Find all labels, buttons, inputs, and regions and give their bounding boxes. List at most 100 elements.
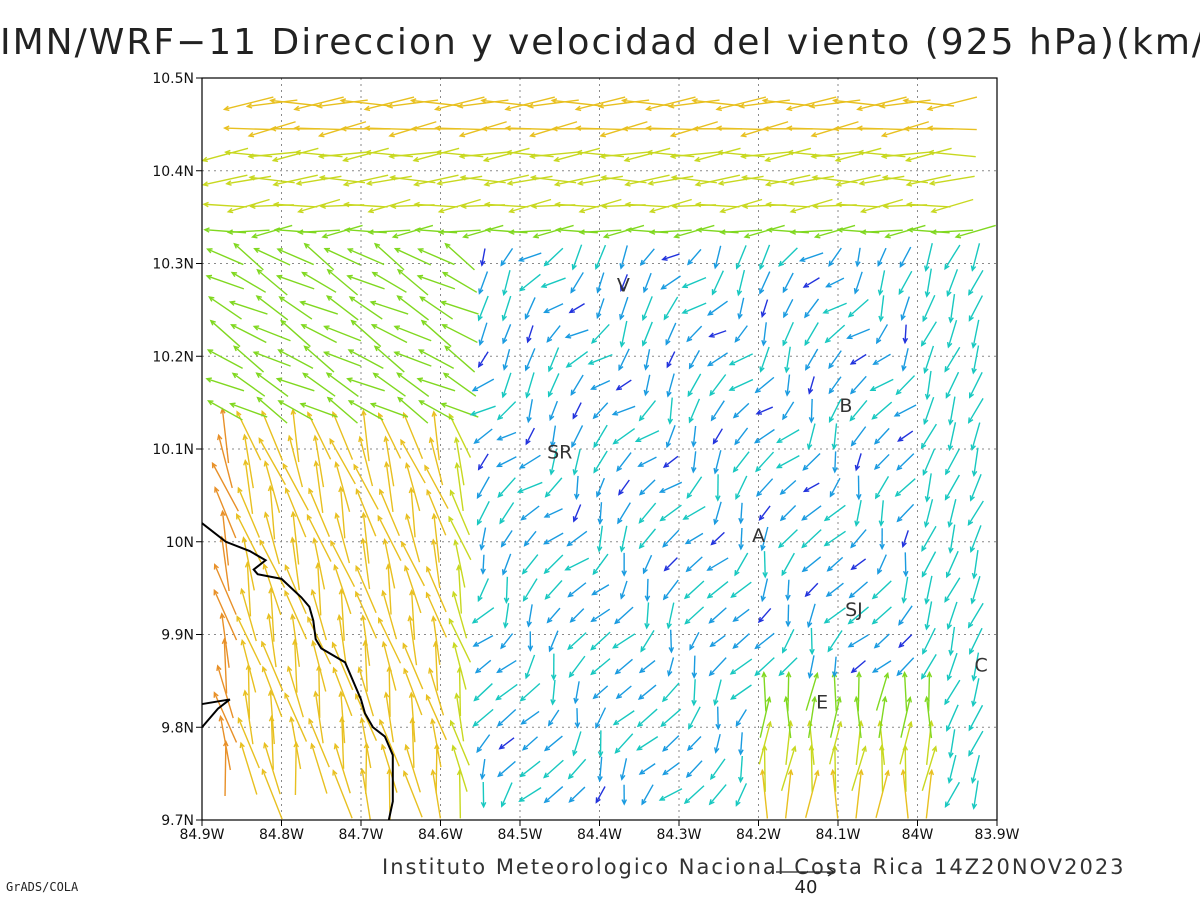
- wind-arrow-head: [877, 289, 884, 297]
- wind-arrow: [667, 397, 674, 425]
- wind-arrow-head: [638, 542, 645, 550]
- wind-arrow-shaft: [639, 528, 657, 549]
- wind-arrow-shaft: [900, 697, 911, 738]
- wind-arrow-shaft: [524, 530, 537, 547]
- wind-arrow: [683, 580, 705, 600]
- wind-arrow: [968, 371, 983, 399]
- wind-arrow-shaft: [476, 734, 491, 753]
- wind-arrow-shaft: [921, 321, 937, 346]
- wind-arrow: [252, 325, 291, 342]
- wind-arrow: [261, 665, 283, 718]
- wind-arrow: [524, 654, 536, 680]
- wind-arrow-head: [483, 181, 490, 187]
- wind-arrow: [761, 671, 767, 712]
- wind-arrow-head: [367, 229, 374, 235]
- wind-arrow-shaft: [674, 224, 715, 238]
- wind-arrow: [367, 229, 411, 235]
- wind-arrow-head: [389, 203, 397, 210]
- wind-arrow-shaft: [481, 248, 486, 266]
- wind-arrow-shaft: [968, 295, 984, 321]
- wind-arrow-head: [297, 207, 304, 214]
- wind-arrow-head: [782, 339, 788, 347]
- wind-arrow-shaft: [686, 556, 703, 572]
- wind-arrow-head: [546, 617, 553, 624]
- wind-arrow-shaft: [824, 607, 846, 624]
- wind-arrow-shaft: [715, 733, 721, 753]
- wind-arrow-head: [785, 671, 792, 678]
- wind-arrow-shaft: [782, 629, 795, 653]
- wind-arrow: [660, 708, 682, 728]
- wind-arrow-head: [247, 132, 255, 138]
- wind-arrow-head: [669, 153, 677, 160]
- wind-arrow-shaft: [787, 127, 837, 131]
- wind-arrow: [263, 511, 280, 565]
- wind-arrow-shaft: [836, 174, 881, 186]
- wind-arrow: [902, 552, 909, 578]
- wind-arrow: [756, 478, 774, 497]
- wind-arrow-shaft: [921, 551, 937, 577]
- wind-arrow-head: [967, 519, 974, 527]
- wind-arrow: [462, 224, 504, 239]
- wind-arrow-head: [641, 314, 648, 322]
- wind-arrow-head: [738, 776, 744, 784]
- wind-arrow-head: [416, 377, 424, 383]
- wind-arrow-shaft: [902, 576, 909, 603]
- wind-arrow: [378, 488, 400, 537]
- wind-arrow-shaft: [897, 430, 914, 442]
- wind-arrow-shaft: [335, 513, 351, 564]
- wind-arrow-shaft: [805, 348, 819, 370]
- wind-arrow-head: [924, 291, 931, 298]
- wind-arrow: [904, 147, 952, 163]
- wind-arrow-head: [431, 615, 437, 622]
- wind-arrow-shaft: [413, 147, 460, 162]
- wind-arrow-head: [691, 672, 698, 679]
- wind-arrow-head: [873, 463, 881, 470]
- wind-arrow-head: [764, 156, 771, 163]
- wind-arrow-head: [824, 337, 831, 344]
- wind-arrow-shaft: [570, 272, 584, 293]
- wind-arrow: [441, 271, 478, 293]
- wind-arrow-head: [924, 265, 930, 273]
- wind-arrow-shaft: [683, 505, 706, 520]
- wind-arrow-shaft: [420, 296, 454, 320]
- wind-arrow-head: [642, 567, 648, 575]
- wind-arrow-shaft: [228, 229, 270, 233]
- wind-arrow-head: [230, 271, 238, 278]
- wind-arrow: [425, 591, 448, 638]
- wind-arrow-head: [249, 203, 256, 210]
- wind-arrow-shaft: [855, 697, 862, 739]
- wind-arrow-shaft: [252, 224, 293, 238]
- wind-arrow-shaft: [502, 553, 512, 575]
- wind-arrow-shaft: [308, 488, 331, 537]
- wind-arrow-shaft: [782, 272, 794, 293]
- wind-arrow-shaft: [575, 475, 579, 499]
- wind-arrow-shaft: [401, 541, 425, 587]
- wind-arrow: [810, 151, 859, 160]
- wind-arrow-head: [453, 538, 459, 546]
- wind-arrow-head: [252, 351, 260, 357]
- wind-arrow-head: [923, 367, 929, 375]
- wind-arrow-shaft: [682, 277, 707, 288]
- wind-arrow: [262, 562, 282, 616]
- wind-arrow: [384, 460, 394, 513]
- wind-arrow-shaft: [875, 770, 889, 819]
- wind-arrow: [877, 247, 887, 268]
- wind-arrow: [543, 554, 564, 575]
- wind-arrow-head: [636, 721, 644, 728]
- wind-arrow-head: [738, 543, 744, 551]
- wind-arrow-head: [637, 461, 644, 467]
- wind-arrow-head: [926, 671, 933, 678]
- wind-arrow: [850, 558, 867, 571]
- wind-arrow-shaft: [612, 405, 636, 416]
- wind-arrow-head: [853, 287, 860, 295]
- wind-arrow: [592, 402, 609, 420]
- wind-arrow-shaft: [877, 247, 887, 266]
- wind-arrow: [969, 525, 982, 553]
- wind-arrow-shaft: [410, 488, 416, 538]
- wind-arrow-head: [946, 341, 953, 349]
- wind-arrow-head: [367, 207, 375, 214]
- wind-arrow-shaft: [879, 295, 885, 321]
- wind-arrow-head: [347, 400, 355, 406]
- wind-arrow-head: [945, 392, 951, 399]
- wind-arrow: [224, 149, 273, 158]
